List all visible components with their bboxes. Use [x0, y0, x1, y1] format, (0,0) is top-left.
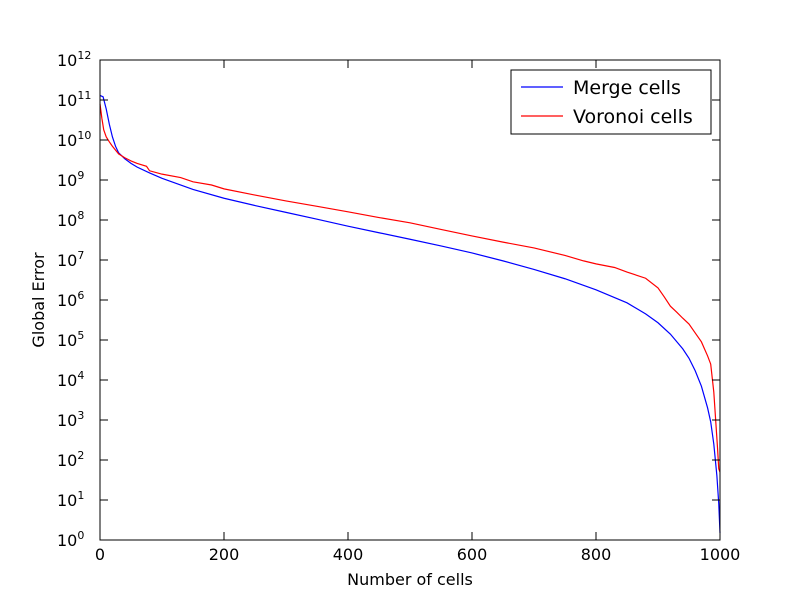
y-tick-label: 1010 — [57, 129, 91, 150]
series-line-1 — [99, 103, 721, 473]
x-tick-label: 800 — [581, 545, 612, 564]
series-line-0 — [99, 94, 721, 533]
x-tick-label: 1000 — [700, 545, 741, 564]
y-tick-label: 104 — [57, 369, 84, 390]
x-tick-label: 0 — [95, 545, 105, 564]
legend-box — [510, 69, 712, 135]
y-tick-label: 108 — [57, 209, 84, 230]
legend-label-1: Voronoi cells — [573, 106, 693, 128]
x-tick-label: 200 — [209, 545, 240, 564]
legend: Merge cells Voronoi cells — [510, 69, 712, 135]
legend-label-0: Merge cells — [573, 77, 681, 99]
y-axis-label: Global Error — [29, 252, 48, 348]
axis-ticks — [99, 59, 721, 541]
x-tick-label: 600 — [457, 545, 488, 564]
y-tick-label: 105 — [57, 329, 84, 350]
x-tick-label: 400 — [333, 545, 364, 564]
y-tick-label: 109 — [57, 169, 84, 190]
axis-tick-labels: 0 200 400 600 800 1000 100 101 102 103 104 105 106 10… — [57, 49, 740, 564]
y-tick-label: 100 — [57, 529, 84, 550]
y-tick-label: 1011 — [57, 89, 91, 110]
series-lines — [99, 94, 721, 533]
y-tick-label: 101 — [57, 489, 84, 510]
y-tick-label: 106 — [57, 289, 84, 310]
y-tick-label: 103 — [57, 409, 84, 430]
y-tick-label: 1012 — [57, 49, 91, 70]
x-axis-label: Number of cells — [347, 570, 473, 589]
y-tick-label: 102 — [57, 449, 84, 470]
y-tick-label: 107 — [57, 249, 84, 270]
